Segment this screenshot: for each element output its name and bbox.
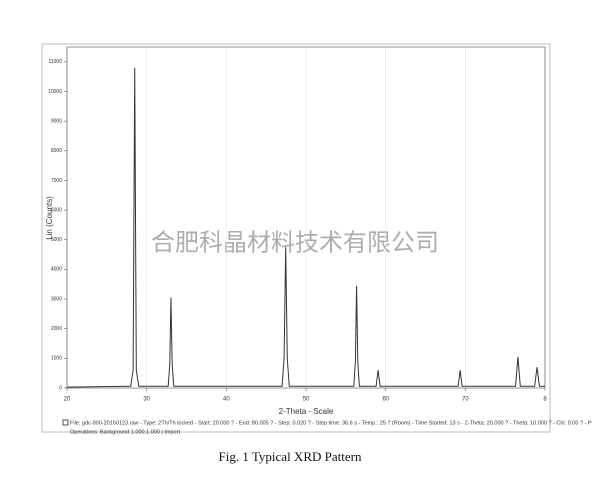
watermark: 合肥科晶材料技术有限公司 — [151, 229, 439, 256]
y-tick-label: 8000 — [51, 148, 62, 154]
y-tick-label: 6000 — [51, 207, 62, 213]
file-info: File: gdc-900-20150123.raw - Type: 2Th/T… — [70, 420, 592, 426]
y-tick-label: 5000 — [51, 237, 62, 243]
x-tick-label: 70 — [462, 397, 469, 403]
file-icon — [62, 419, 69, 426]
x-tick-label: 60 — [382, 397, 389, 403]
y-tick-label: 7000 — [51, 178, 62, 184]
x-tick-label: 20 — [64, 397, 71, 403]
x-axis-label: 2-Theta - Scale — [279, 407, 334, 416]
x-tick-label: 40 — [223, 397, 230, 403]
operations-info: Operations: Background 1.000,1.000 | Imp… — [70, 429, 180, 435]
y-tick-label: 0 — [59, 385, 62, 391]
y-axis-label: Lin (Counts) — [45, 196, 54, 240]
panel-border — [41, 43, 551, 433]
y-tick-label: 2000 — [51, 326, 62, 332]
diffraction-line — [66, 67, 545, 388]
y-tick-label: 3000 — [51, 296, 62, 302]
x-tick-label: 8 — [543, 397, 547, 403]
caption: Fig. 1 Typical XRD Pattern — [219, 449, 362, 464]
y-tick-label: 4000 — [51, 267, 62, 273]
x-tick-label: 50 — [303, 397, 310, 403]
y-tick-label: 11000 — [48, 59, 62, 65]
y-tick-label: 9000 — [51, 118, 62, 124]
y-tick-label: 10000 — [48, 89, 62, 95]
y-tick-label: 1000 — [51, 356, 62, 362]
plot-frame — [66, 46, 546, 389]
x-tick-label: 30 — [143, 397, 150, 403]
